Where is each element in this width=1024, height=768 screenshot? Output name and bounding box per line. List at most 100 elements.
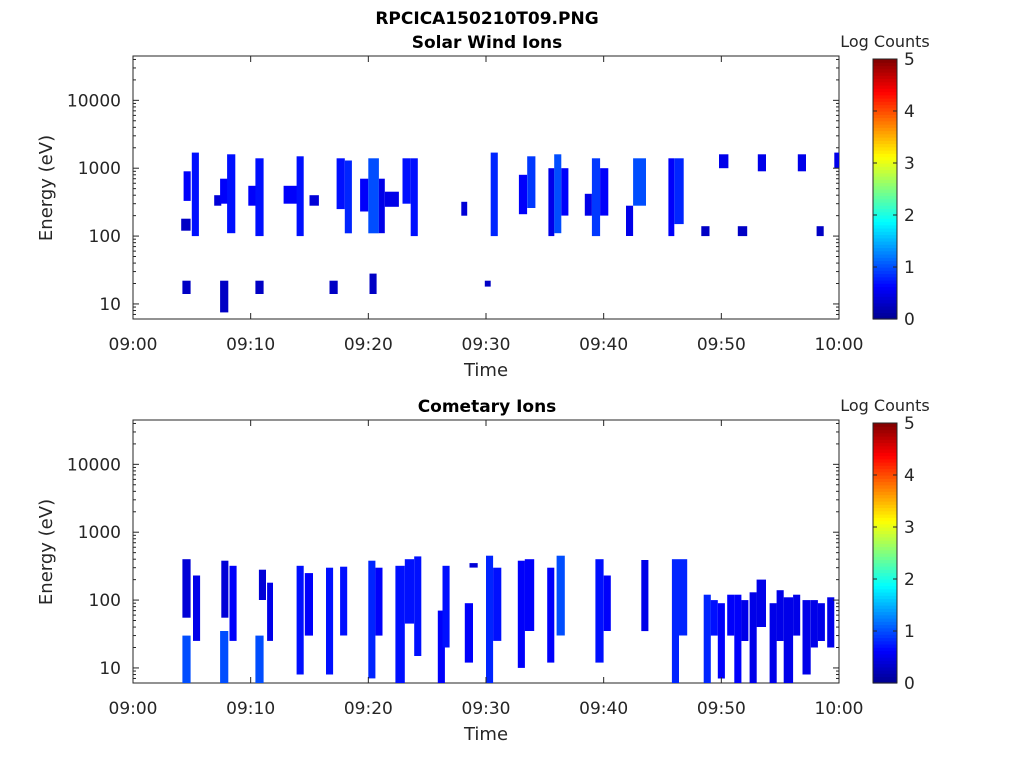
x-tick-label: 09:30 xyxy=(462,335,511,355)
colorbar-segment xyxy=(873,432,897,437)
heatmap-cell xyxy=(827,597,835,648)
colorbar-segment xyxy=(873,553,897,557)
colorbar-segment xyxy=(873,124,897,128)
heatmap-cell xyxy=(547,567,555,663)
x-tick-label: 09:20 xyxy=(344,335,393,355)
colorbar-segment xyxy=(873,85,897,89)
colorbar-segment xyxy=(873,172,897,177)
colorbar-label: Log Counts xyxy=(840,32,930,51)
colorbar-segment xyxy=(873,657,897,661)
colorbar-segment xyxy=(873,101,897,106)
heatmap-cell xyxy=(182,280,191,294)
panel-title: Solar Wind Ions xyxy=(412,33,563,53)
colorbar-segment xyxy=(873,608,897,613)
colorbar-segment xyxy=(873,254,897,258)
colorbar-segment xyxy=(873,624,897,629)
colorbar-segment xyxy=(873,306,897,310)
colorbar-segment xyxy=(873,517,897,522)
heatmap-cell xyxy=(296,156,304,237)
heatmap-cell xyxy=(267,582,273,641)
heatmap-cell xyxy=(283,185,298,204)
colorbar-segment xyxy=(873,182,897,187)
heatmap-cell xyxy=(193,575,201,641)
colorbar-segment xyxy=(873,296,897,301)
colorbar-segment xyxy=(873,169,897,174)
colorbar-segment xyxy=(873,449,897,453)
colorbar-tick-label: 3 xyxy=(904,518,915,538)
y-tick-label: 10000 xyxy=(67,91,121,111)
colorbar-segment xyxy=(873,309,897,314)
colorbar-segment xyxy=(873,88,897,93)
colorbar-segment xyxy=(873,215,897,219)
colorbar-segment xyxy=(873,559,897,564)
heatmap-cell xyxy=(442,565,450,648)
heatmap-cell xyxy=(719,154,729,169)
heatmap-cell xyxy=(258,569,266,600)
heatmap-cell xyxy=(414,556,422,656)
colorbar-segment xyxy=(873,59,897,63)
colorbar-segment xyxy=(873,260,897,265)
heatmap-cell xyxy=(674,158,684,225)
colorbar-segment xyxy=(873,426,897,431)
colorbar-segment xyxy=(873,436,897,440)
colorbar-segment xyxy=(873,208,897,213)
x-tick-label: 09:00 xyxy=(109,335,158,355)
heatmap-cell xyxy=(490,152,498,237)
heatmap-cell xyxy=(679,559,688,636)
heatmap-cell xyxy=(749,592,757,683)
heatmap-cell xyxy=(360,178,369,212)
heatmap-cell xyxy=(402,158,411,204)
y-tick-label: 10 xyxy=(99,295,121,315)
heatmap-cell xyxy=(181,218,191,231)
heatmap-cell xyxy=(626,205,634,236)
colorbar-segment xyxy=(873,283,897,288)
colorbar-segment xyxy=(873,273,897,278)
colorbar-segment xyxy=(873,176,897,180)
colorbar-tick-label: 2 xyxy=(904,206,915,226)
heatmap-cell xyxy=(344,160,352,234)
heatmap-cell xyxy=(329,280,338,294)
colorbar-segment xyxy=(873,562,897,567)
colorbar-segment xyxy=(873,579,897,583)
colorbar-segment xyxy=(873,588,897,593)
x-tick-label: 09:50 xyxy=(697,699,746,719)
heatmap-cell xyxy=(220,178,229,204)
colorbar-segment xyxy=(873,507,897,512)
x-tick-label: 09:40 xyxy=(579,699,628,719)
colorbar-segment xyxy=(873,458,897,463)
colorbar-frame xyxy=(872,58,898,320)
colorbar-segment xyxy=(873,488,897,492)
heatmap-cell xyxy=(191,152,199,237)
colorbar-segment xyxy=(873,237,897,242)
y-tick-label: 100 xyxy=(89,227,121,247)
colorbar-tick-label: 3 xyxy=(904,154,915,174)
colorbar-segment xyxy=(873,263,897,268)
colorbar: 0 1 2 3 4 5 xyxy=(872,414,915,694)
heatmap-cell xyxy=(404,559,415,624)
colorbar-segment xyxy=(873,631,897,635)
heatmap-cell xyxy=(326,567,334,675)
colorbar-segment xyxy=(873,546,897,551)
heatmap-cell xyxy=(603,575,611,631)
x-axis-label: Time xyxy=(463,360,508,381)
colorbar-segment xyxy=(873,582,897,587)
colorbar-segment xyxy=(873,455,897,460)
colorbar-segment xyxy=(873,224,897,229)
colorbar-segment xyxy=(873,163,897,167)
colorbar-segment xyxy=(873,491,897,496)
colorbar-segment xyxy=(873,81,897,86)
colorbar-segment xyxy=(873,231,897,236)
heatmap-cells xyxy=(182,555,835,683)
colorbar-segment xyxy=(873,452,897,457)
colorbar-segment xyxy=(873,497,897,502)
colorbar-tick-label: 2 xyxy=(904,570,915,590)
heatmap-cell xyxy=(183,171,191,201)
colorbar-segment xyxy=(873,280,897,284)
heatmap-cell xyxy=(595,559,604,663)
heatmap-cell xyxy=(527,156,536,208)
colorbar-segment xyxy=(873,195,897,200)
y-tick-label: 10000 xyxy=(67,455,121,475)
colorbar-segment xyxy=(873,62,897,67)
colorbar-segment xyxy=(873,647,897,652)
heatmap-cells xyxy=(181,152,839,313)
